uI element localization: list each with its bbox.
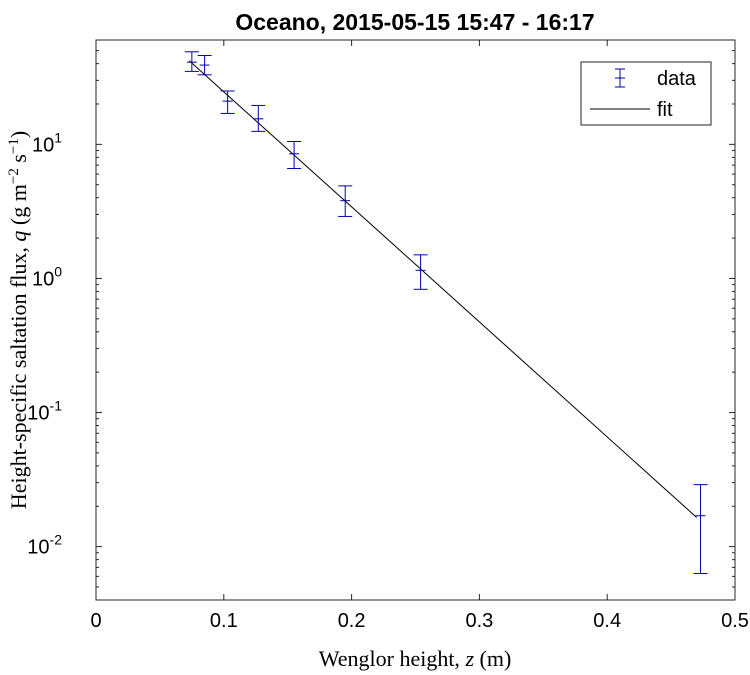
data-point <box>251 104 266 132</box>
x-tick-label: 0.3 <box>465 610 493 632</box>
legend: data fit <box>580 61 712 126</box>
data-point <box>287 141 302 170</box>
legend-box <box>580 61 712 126</box>
x-axis-label: Wenglor height, z (m) <box>319 646 512 671</box>
x-tick-label: 0 <box>90 610 101 632</box>
x-tick-label: 0.2 <box>338 610 366 632</box>
data-point <box>338 185 353 217</box>
fit-line <box>188 60 697 518</box>
y-tick-label: 101 <box>32 129 62 156</box>
y-axis-label: Height-specific saltation flux, q (g m−2… <box>6 131 31 509</box>
data-point <box>184 51 199 72</box>
data-point <box>413 254 428 290</box>
plot-area-frame <box>95 39 736 601</box>
fit-line-layer <box>188 60 697 518</box>
axis-ticks: 0 0.1 0.2 0.3 0.4 0.5 10-2 10-1 100 101 <box>27 40 749 632</box>
legend-label-data: data <box>657 68 697 90</box>
data-point <box>197 54 212 76</box>
x-tick-label: 0.4 <box>593 610 621 632</box>
y-tick-label: 100 <box>32 263 62 290</box>
legend-label-fit: fit <box>657 99 673 121</box>
x-tick-label: 0.1 <box>210 610 238 632</box>
data-point <box>220 90 235 114</box>
x-tick-label: 0.5 <box>721 610 749 632</box>
legend-errorbar-swatch <box>615 68 625 88</box>
data-series-layer <box>184 51 708 575</box>
data-point <box>693 484 708 575</box>
y-tick-label: 10-1 <box>27 398 62 425</box>
y-tick-label: 10-2 <box>27 532 62 559</box>
chart-title: Oceano, 2015-05-15 15:47 - 16:17 <box>235 9 594 35</box>
